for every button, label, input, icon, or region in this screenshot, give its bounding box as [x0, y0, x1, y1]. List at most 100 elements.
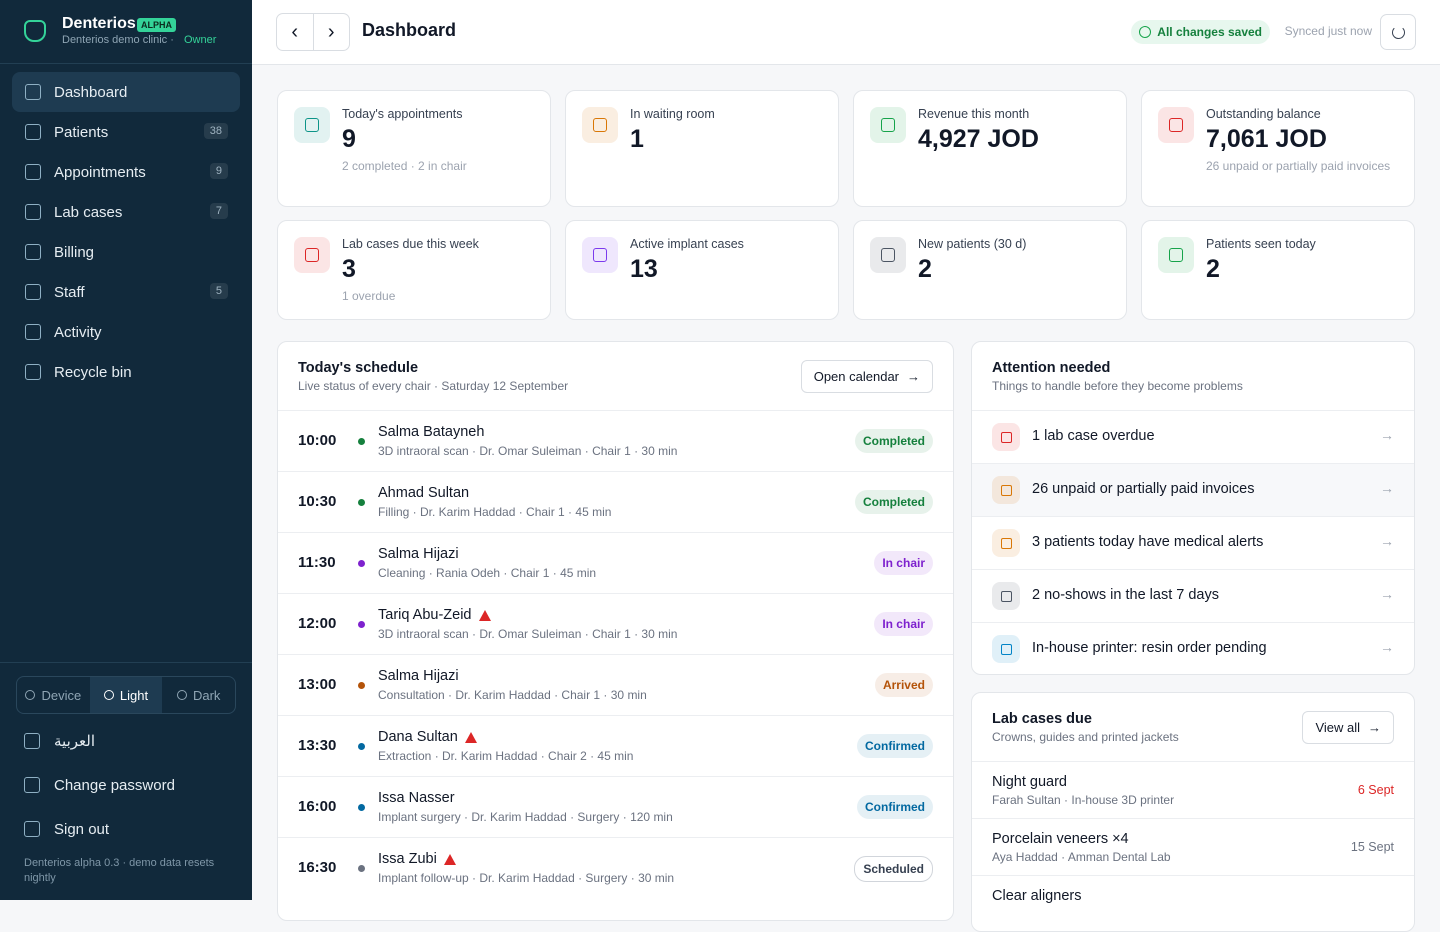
panel-title: Lab cases due — [992, 711, 1092, 727]
attention-item[interactable]: In-house printer: resin order pending → — [972, 622, 1414, 674]
nav-icon — [25, 124, 41, 140]
attention-item[interactable]: 2 no-shows in the last 7 days → — [972, 569, 1414, 622]
appointment-row[interactable]: 13:00 Salma Hijazi Consultation · Dr. Kari… — [278, 654, 953, 715]
nav-item[interactable]: Staff 5 — [12, 272, 240, 312]
attention-glyph — [1000, 643, 1012, 655]
appointment-detail: Filling · Dr. Karim Haddad · Chair 1 · 4… — [378, 505, 612, 519]
appointment-row[interactable]: 12:00 Tariq Abu-Zeid 3D intraoral scan · D… — [278, 593, 953, 654]
appointment-detail: Cleaning · Rania Odeh · Chair 1 · 45 min — [378, 566, 597, 580]
panel-title: Today's schedule — [298, 360, 419, 376]
brand-name: Denterios — [62, 15, 136, 32]
check-icon — [1139, 26, 1152, 38]
status-dot — [358, 438, 365, 445]
save-status: All changes saved — [1131, 20, 1270, 44]
lab-name: Night guard — [992, 774, 1067, 790]
sidebar: Denterios ALPHA Denterios demo clinic · Own… — [0, 0, 252, 900]
arrow: → — [1368, 720, 1381, 735]
stat-glyph — [881, 118, 895, 132]
theme-option[interactable]: Light — [89, 677, 163, 713]
nav-item[interactable]: Dashboard — [12, 72, 240, 112]
stat-label: New patients (30 d) — [918, 237, 1027, 251]
time: 13:00 — [298, 676, 337, 693]
appointment-row[interactable]: 10:00 Salma Batayneh 3D intraoral scan · D… — [278, 410, 953, 471]
appointment-row[interactable]: 16:00 Issa Nasser Implant surgery · Dr. Ka… — [278, 776, 953, 837]
stat-label: Lab cases due this week — [342, 237, 479, 251]
patient-name: Ahmad Sultan — [378, 485, 469, 501]
stat-card: Active implant cases 13 — [565, 220, 839, 320]
stat-label: Patients seen today — [1206, 237, 1316, 251]
theme-label: Light — [119, 687, 149, 703]
nav-icon — [25, 364, 41, 380]
stat-card: Outstanding balance 7,061 JOD 26 unpaid or… — [1141, 90, 1415, 207]
stat-glyph — [305, 118, 319, 132]
nav-label: Staff — [54, 283, 85, 301]
attention-glyph — [1000, 537, 1012, 549]
status-badge: Scheduled — [854, 856, 933, 882]
status-badge: In chair — [874, 551, 933, 575]
panel-button[interactable]: Open calendar → — [800, 360, 933, 393]
refresh-button[interactable] — [1380, 14, 1416, 50]
theme-option[interactable]: Dark — [162, 677, 235, 713]
chevron: → — [1380, 533, 1394, 549]
language[interactable]: العربية — [24, 731, 95, 751]
attention-item[interactable]: 1 lab case overdue → — [972, 410, 1414, 463]
nav-item[interactable]: Activity — [12, 312, 240, 352]
role: Owner — [184, 34, 217, 46]
nav-item[interactable]: Patients 38 — [12, 112, 240, 152]
appointment-detail: 3D intraoral scan · Dr. Omar Suleiman · … — [378, 627, 678, 641]
change-password[interactable]: Change password — [24, 775, 175, 795]
lab-item[interactable]: Night guard Farah Sultan · In-house 3D pr… — [972, 761, 1414, 818]
nav-icon — [25, 284, 41, 300]
change-password-label: Change password — [54, 776, 175, 794]
appointment-detail: Extraction · Dr. Karim Haddad · Chair 2 … — [378, 749, 634, 763]
theme-icon — [25, 690, 36, 700]
appointment-row[interactable]: 16:30 Issa Zubi Implant follow-up · Dr. Ka… — [278, 837, 953, 898]
theme-icon — [103, 690, 114, 700]
appointment-row[interactable]: 11:30 Salma Hijazi Cleaning · Rania Odeh ·… — [278, 532, 953, 593]
status-dot — [358, 560, 365, 567]
attention-text: 2 no-shows in the last 7 days — [1032, 587, 1219, 603]
appointment-row[interactable]: 13:30 Dana Sultan Extraction · Dr. Karim H… — [278, 715, 953, 776]
nav-count: 5 — [209, 283, 228, 299]
arrow: → — [907, 369, 920, 384]
stat-glyph — [593, 248, 607, 262]
nav-item[interactable]: Billing — [12, 232, 240, 272]
nav-icon — [25, 244, 41, 260]
stat-glyph — [305, 248, 319, 262]
stat-label: Today's appointments — [342, 107, 463, 121]
stat-value: 13 — [630, 255, 658, 283]
clinic: Denterios demo clinic · — [62, 34, 174, 46]
appointment-row[interactable]: 10:30 Ahmad Sultan Filling · Dr. Karim Had… — [278, 471, 953, 532]
item-icon — [24, 733, 40, 749]
status-dot — [358, 804, 365, 811]
patient-name: Salma Hijazi — [378, 668, 459, 684]
stat-label: In waiting room — [630, 107, 715, 121]
nav-item[interactable]: Recycle bin — [12, 352, 240, 392]
theme-option[interactable]: Device — [17, 677, 90, 713]
nav-count: 7 — [209, 203, 228, 219]
panel-title: Attention needed — [992, 360, 1111, 376]
attention-item[interactable]: 3 patients today have medical alerts → — [972, 516, 1414, 569]
stat-note: 1 overdue — [342, 289, 396, 303]
lab-item[interactable]: Clear aligners — [972, 875, 1414, 931]
sign-out[interactable]: Sign out — [24, 819, 109, 839]
back-button[interactable]: ‹ — [291, 20, 299, 43]
nav-label: Lab cases — [54, 203, 123, 221]
item-icon — [24, 777, 40, 793]
stat-card: Lab cases due this week 3 1 overdue — [277, 220, 551, 320]
nav-item[interactable]: Lab cases 7 — [12, 192, 240, 232]
nav-item[interactable]: Appointments 9 — [12, 152, 240, 192]
appointment-detail: 3D intraoral scan · Dr. Omar Suleiman · … — [378, 444, 678, 458]
panel-button[interactable]: View all → — [1302, 711, 1394, 744]
attention-icon — [992, 582, 1020, 610]
attention-item[interactable]: 26 unpaid or partially paid invoices → — [972, 463, 1414, 516]
stat-label: Outstanding balance — [1206, 107, 1321, 121]
time: 10:30 — [298, 493, 337, 510]
patient-name: Tariq Abu-Zeid — [378, 607, 491, 623]
forward-button[interactable]: › — [312, 14, 350, 50]
chevron: → — [1380, 639, 1394, 655]
schedule-panel: Today's schedule Live status of every cha… — [277, 341, 954, 921]
lab-item[interactable]: Porcelain veneers ×4 Aya Haddad · Amman D… — [972, 818, 1414, 875]
